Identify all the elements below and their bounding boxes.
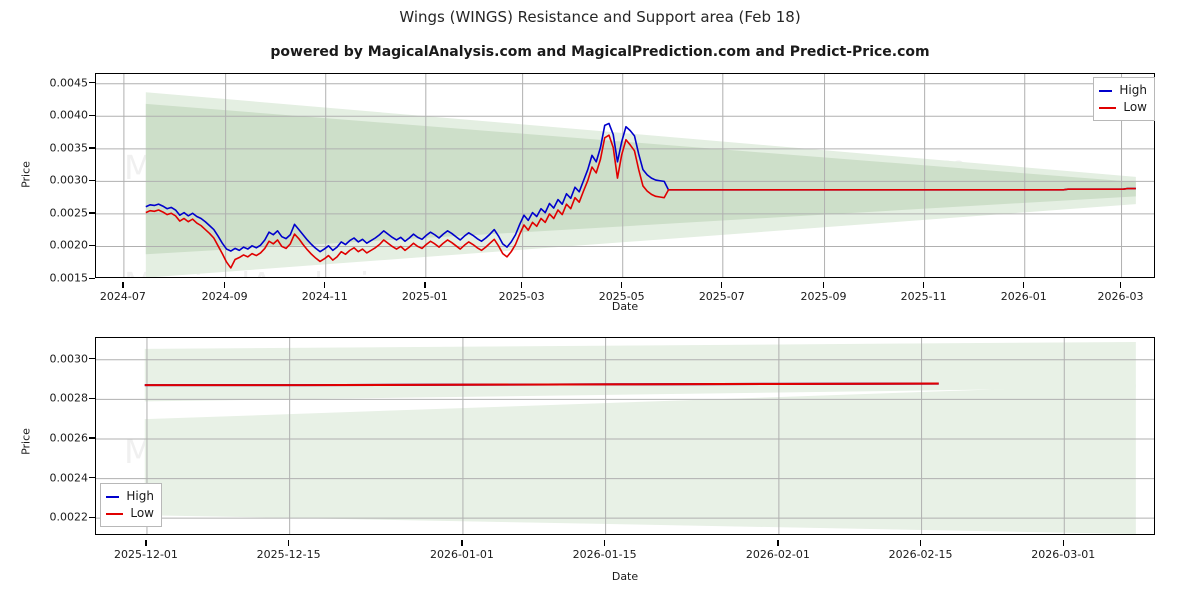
y-ticks-top: 0.0015 0.0020 0.0025 0.0030 0.0035 0.0040 0.00… xyxy=(0,0,95,320)
legend-label-high: High xyxy=(126,489,154,503)
main-history-chart: Price Date MagicalAnalysis.comMagicalPre… xyxy=(0,0,1200,320)
page-title: Wings (WINGS) Resistance and Support are… xyxy=(399,8,801,26)
x-tick-mark xyxy=(288,540,290,546)
x-ticks-bottom: 2025-12-01 2025-12-15 2026-01-01 2026-01-15… xyxy=(0,540,1200,561)
y-tick-label: 0.0035 xyxy=(49,141,89,155)
x-tick-label: 2025-11 xyxy=(900,290,947,303)
x-tick-mark xyxy=(145,540,147,546)
legend-label-low: Low xyxy=(1123,100,1147,114)
x-tick-mark xyxy=(721,282,723,288)
x-tick-mark xyxy=(777,540,779,546)
x-tick-mark xyxy=(823,282,825,288)
y-tick-label: 0.0045 xyxy=(49,76,89,90)
legend-item-high[interactable]: High xyxy=(106,488,154,505)
y-tick-mark xyxy=(89,82,95,84)
x-axis-label-top: Date xyxy=(611,300,639,313)
x-tick-label: 2026-03-01 xyxy=(1031,548,1096,561)
x-tick-label: 2025-03 xyxy=(498,290,545,303)
legend-item-high[interactable]: High xyxy=(1099,82,1147,99)
x-tick-mark xyxy=(461,540,463,546)
series-canvas-top: MagicalAnalysis.comMagicalPrediction.com… xyxy=(96,74,1154,277)
series-canvas-bottom: MagicalPrediction.comMagicalAnalysis.com xyxy=(96,338,1154,534)
y-tick-mark xyxy=(89,477,95,479)
series-line-low xyxy=(144,382,939,387)
x-tick-label: 2025-09 xyxy=(800,290,847,303)
x-tick-label: 2026-02-01 xyxy=(745,548,810,561)
x-tick-label: 2025-01 xyxy=(401,290,448,303)
legend-swatch-high xyxy=(106,495,120,498)
y-tick-mark xyxy=(89,179,95,182)
y-tick-label: 0.0030 xyxy=(49,173,89,187)
x-tick-mark xyxy=(923,282,925,288)
x-tick-label: 2026-03 xyxy=(1097,290,1144,303)
y-tick-mark xyxy=(89,358,95,360)
series-line-low xyxy=(145,134,1136,269)
band-lower-outer-band xyxy=(144,384,1136,534)
x-tick-mark xyxy=(324,282,326,288)
legend-swatch-low xyxy=(106,512,124,515)
x-tick-label: 2024-07 xyxy=(99,290,146,303)
y-tick-mark xyxy=(89,516,95,518)
forecast-zoom-chart: Price Date MagicalPrediction.comMagicalA… xyxy=(0,320,1200,600)
x-tick-label: 2025-12-01 xyxy=(113,548,178,561)
legend-label-high: High xyxy=(1119,83,1147,97)
y-tick-mark xyxy=(89,212,95,214)
y-tick-mark xyxy=(89,397,95,400)
legend-swatch-low xyxy=(1099,106,1117,109)
y-tick-label: 0.0015 xyxy=(49,271,89,285)
x-tick-mark xyxy=(521,282,523,288)
y-tick-label: 0.0028 xyxy=(49,391,89,405)
plot-area-bottom: MagicalPrediction.comMagicalAnalysis.com xyxy=(95,337,1155,535)
x-tick-label: 2026-02-15 xyxy=(888,548,953,561)
x-tick-mark xyxy=(604,540,606,546)
y-tick-mark xyxy=(89,244,95,247)
legend-swatch-high xyxy=(1099,89,1113,92)
x-tick-mark xyxy=(1023,282,1025,288)
x-tick-mark xyxy=(424,282,426,288)
x-tick-mark xyxy=(621,282,623,288)
x-ticks-top: 2024-07 2024-09 2024-11 2025-01 2025-03 2025-… xyxy=(0,282,1200,303)
band-upper-outer-band xyxy=(144,341,1136,402)
x-tick-label: 2024-09 xyxy=(201,290,248,303)
legend-label-low: Low xyxy=(130,506,154,520)
y-tick-mark xyxy=(89,437,95,439)
x-tick-label: 2026-01 xyxy=(1000,290,1047,303)
y-tick-label: 0.0030 xyxy=(49,352,89,366)
x-tick-label: 2025-12-15 xyxy=(256,548,321,561)
x-axis-label-bottom: Date xyxy=(611,570,639,583)
y-tick-label: 0.0020 xyxy=(49,238,89,252)
legend-item-low[interactable]: Low xyxy=(1099,99,1147,116)
x-tick-mark xyxy=(920,540,922,546)
legend-item-low[interactable]: Low xyxy=(106,505,154,522)
page-subtitle: powered by MagicalAnalysis.com and Magic… xyxy=(270,44,930,60)
legend-bottom[interactable]: High Low xyxy=(100,483,162,527)
x-tick-label: 2026-01-15 xyxy=(572,548,637,561)
y-tick-label: 0.0026 xyxy=(49,431,89,445)
x-tick-label: 2025-05 xyxy=(598,290,645,303)
y-tick-label: 0.0040 xyxy=(49,108,89,122)
y-tick-label: 0.0024 xyxy=(49,471,89,485)
plot-area-top: MagicalAnalysis.comMagicalPrediction.com… xyxy=(95,73,1155,278)
x-tick-label: 2026-01-01 xyxy=(429,548,494,561)
x-tick-mark xyxy=(224,282,226,288)
y-tick-label: 0.0025 xyxy=(49,206,89,220)
legend-top[interactable]: High Low xyxy=(1093,77,1155,121)
x-tick-mark xyxy=(122,282,124,288)
y-ticks-bottom: 0.0022 0.0024 0.0026 0.0028 0.0030 xyxy=(0,320,95,600)
y-tick-label: 0.0022 xyxy=(49,510,89,524)
x-tick-label: 2024-11 xyxy=(301,290,348,303)
y-tick-mark xyxy=(89,147,95,149)
y-tick-mark xyxy=(89,277,95,279)
y-tick-mark xyxy=(89,114,95,116)
x-tick-label: 2025-07 xyxy=(698,290,745,303)
x-tick-mark xyxy=(1062,540,1064,546)
x-tick-mark xyxy=(1120,282,1122,288)
